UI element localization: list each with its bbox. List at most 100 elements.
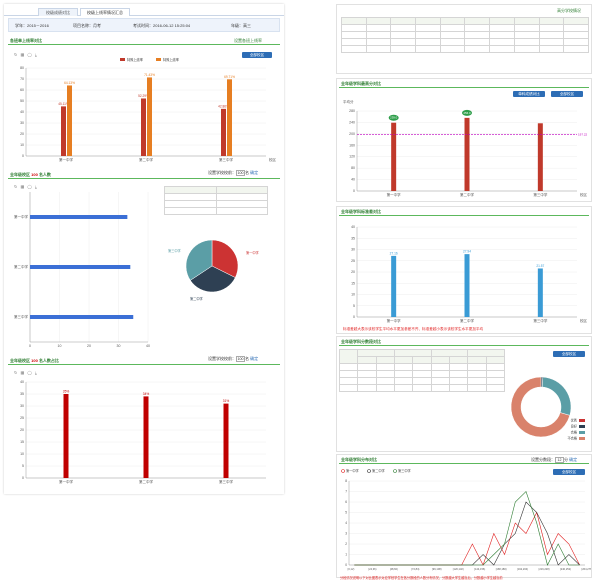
s2-title: 全年级校区 100 名人数 (10, 172, 51, 178)
table-cell (448, 384, 469, 392)
x-tick-label: [24,36) (368, 567, 376, 571)
y-tick-label: 0 (353, 315, 355, 319)
s2-toolbar[interactable]: ↻ ▦ ◯ ⤓ (14, 184, 38, 189)
r5-apply-button[interactable]: 确定 (569, 457, 578, 463)
r3-note: 标准差越大表示该校学生平均水平更加参差不齐、标准差越小表示该校学生水平更加平均 (343, 327, 484, 331)
r1-panel: 高分学校情况 (336, 4, 592, 74)
pie-slice (541, 376, 572, 416)
table-row (341, 24, 589, 32)
table-cell (375, 377, 395, 385)
bar (391, 255, 397, 317)
table-cell (513, 31, 540, 39)
y-tick-label: 40 (20, 110, 24, 114)
r5-divider (339, 463, 589, 464)
legend-swatch (579, 425, 585, 428)
y-tick-label: 第一中学 (14, 214, 28, 219)
r2-single-subject-button[interactable]: 单科成绩对比 (513, 91, 545, 97)
table-header-cell (393, 356, 414, 364)
x-axis-label: 校区 (269, 157, 277, 162)
bar (141, 98, 146, 156)
y-tick-label: 30 (20, 404, 24, 408)
table-header-cell (563, 17, 589, 25)
table-cell (338, 370, 359, 378)
tab-school-compare[interactable]: 校级成绩对比 (38, 8, 78, 16)
table-cell (415, 31, 441, 39)
r4-score-band-table (338, 349, 506, 392)
s3-rank-input[interactable]: 100 (236, 356, 245, 362)
table-cell (375, 363, 395, 371)
table-cell (430, 363, 450, 371)
table-header-cell (164, 186, 217, 194)
y-tick-label: 35 (351, 236, 355, 240)
table-header-cell (215, 186, 268, 194)
table-cell (513, 38, 540, 46)
pie-label: 第一中学 (246, 250, 259, 255)
x-tick-label: 10 (58, 344, 62, 348)
table-header-cell (357, 356, 377, 364)
x-tick-label: 第二中学 (139, 157, 153, 162)
bar (63, 394, 69, 478)
s3-bar-chart: 0 5 10 15 20 25 30 35 40 35% 第一中学 34% 第二中学 31% 第三中学 (20, 380, 266, 484)
table-cell (415, 38, 441, 46)
table-header-row (341, 17, 589, 25)
table-cell (164, 200, 217, 208)
bar-data-label: 34% (143, 392, 150, 396)
exam-time-label: 考试时间：2016-06-12 15:25:04 (133, 23, 191, 28)
pie-slice (185, 239, 213, 281)
pie-label: 第二中学 (190, 296, 203, 301)
table-cell (375, 370, 395, 378)
table-cell (415, 45, 441, 53)
r4-campus-button[interactable]: 全部校区 (553, 351, 585, 357)
table-header-cell (338, 349, 359, 364)
bar (537, 123, 543, 191)
table-cell (464, 31, 491, 39)
table-cell (390, 38, 417, 46)
y-tick-label: 20 (20, 132, 24, 136)
tab-bar: 校级成绩对比 校级上线率情况汇总 (4, 8, 284, 16)
legend-label: 合格 (571, 430, 578, 435)
x-tick-label: 第二中学 (460, 318, 474, 323)
s2-rank-input[interactable]: 100 (236, 170, 245, 176)
x-axis-label: 校区 (580, 318, 588, 323)
s1-toolbar[interactable]: ↻ ▦ ◯ ⤓ (14, 52, 38, 57)
table-cell (365, 45, 392, 53)
max-marker-label: 239.0 (390, 116, 397, 120)
r5-title: 全年级学科分布对比 (341, 457, 377, 462)
s1-setting-link[interactable]: 设置各班上线率 (234, 38, 262, 43)
s2-apply-button[interactable]: 确定 (250, 170, 259, 176)
y-tick-label: 0 (22, 154, 24, 158)
table-cell (357, 377, 377, 385)
table-cell (338, 363, 359, 371)
r5-ctrl-unit: 分 (564, 457, 568, 463)
s3-apply-button[interactable]: 确定 (250, 356, 259, 362)
legend-label: 第三中学 (398, 468, 411, 473)
x-tick-label: 30 (117, 344, 121, 348)
r5-campus-button[interactable]: 全部校区 (553, 469, 585, 475)
bar-data-label: 31% (223, 399, 230, 403)
y-tick-label: 0 (353, 189, 355, 193)
x-tick-label: 第二中学 (139, 479, 153, 484)
table-cell (467, 370, 487, 378)
x-tick-label: 20 (87, 344, 91, 348)
bar-data-label: 21.57 (536, 264, 544, 268)
r4-title: 全年级学科分数段对比 (341, 339, 381, 344)
s1-campus-button[interactable]: 全部校区 (242, 52, 272, 58)
legend-label: 良好 (571, 424, 578, 429)
legend-marker (341, 469, 345, 473)
table-header-cell (513, 17, 540, 25)
y-tick-label: 7 (345, 490, 347, 494)
tab-online-summary[interactable]: 校级上线率情况汇总 (80, 8, 130, 16)
r2-campus-button[interactable]: 全部校区 (551, 91, 583, 97)
table-cell (464, 38, 491, 46)
s3-rank-control: 设置学校校前： 100 名 确定 (208, 356, 258, 362)
y-tick-label: 80 (20, 66, 24, 70)
bar (223, 403, 229, 478)
x-axis-label: 校区 (580, 192, 588, 197)
s3-toolbar[interactable]: ↻ ▦ ◯ ⤓ (14, 370, 38, 375)
s2-rank-control: 设置学校校前： 100 名 确定 (208, 170, 258, 176)
y-tick-label: 15 (20, 440, 24, 444)
y-tick-label: 30 (20, 121, 24, 125)
y-tick-label: 5 (353, 304, 355, 308)
r1-link[interactable]: 高分学校情况 (557, 8, 581, 13)
r5-band-input[interactable]: 12 (555, 457, 564, 463)
